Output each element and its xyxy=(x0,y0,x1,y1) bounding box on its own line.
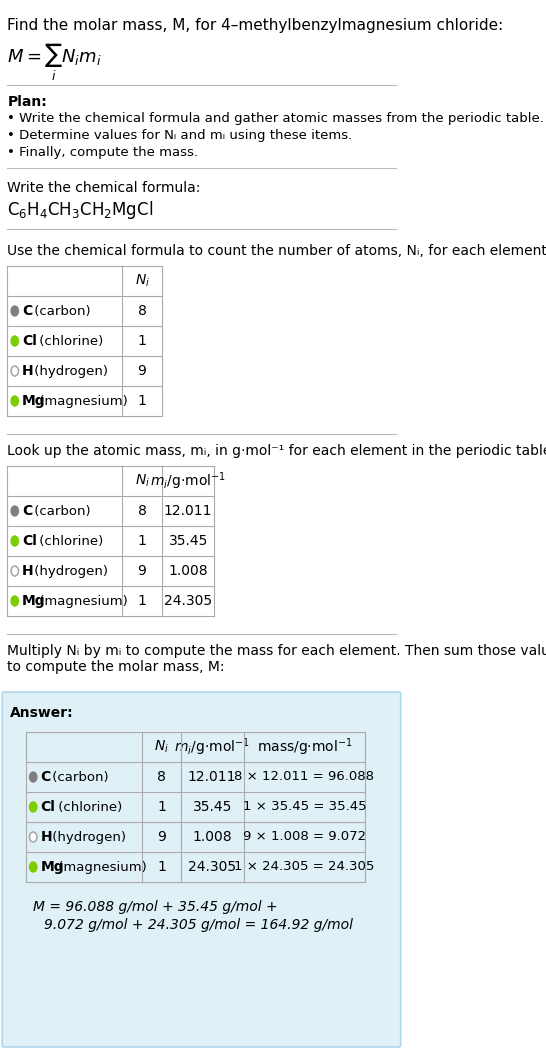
Text: (chlorine): (chlorine) xyxy=(54,800,122,814)
Text: 8: 8 xyxy=(138,304,146,318)
Circle shape xyxy=(11,366,19,376)
Text: 1: 1 xyxy=(138,334,146,348)
Text: (chlorine): (chlorine) xyxy=(35,534,104,547)
Text: (carbon): (carbon) xyxy=(29,305,90,317)
Text: Mg: Mg xyxy=(22,594,46,608)
Text: 12.011: 12.011 xyxy=(188,770,236,784)
Text: C: C xyxy=(22,304,32,318)
Text: H: H xyxy=(22,364,34,378)
Text: $m_i/\mathregular{g{\cdot}mol^{-1}}$: $m_i/\mathregular{g{\cdot}mol^{-1}}$ xyxy=(150,470,226,492)
Text: (magnesium): (magnesium) xyxy=(35,394,128,408)
Circle shape xyxy=(11,396,19,406)
Text: 9: 9 xyxy=(138,364,146,378)
Text: 9 × 1.008 = 9.072: 9 × 1.008 = 9.072 xyxy=(243,831,366,843)
Text: H: H xyxy=(40,829,52,844)
Text: • Write the chemical formula and gather atomic masses from the periodic table.: • Write the chemical formula and gather … xyxy=(8,112,544,125)
Text: 9: 9 xyxy=(138,564,146,578)
Text: $N_i$: $N_i$ xyxy=(134,473,150,489)
Text: 1.008: 1.008 xyxy=(168,564,208,578)
Text: (magnesium): (magnesium) xyxy=(54,860,147,874)
Text: (hydrogen): (hydrogen) xyxy=(48,831,126,843)
Text: C: C xyxy=(40,770,51,784)
Circle shape xyxy=(29,832,37,842)
Circle shape xyxy=(11,536,19,546)
Text: (carbon): (carbon) xyxy=(29,505,90,518)
Text: 9.072 g/mol + 24.305 g/mol = 164.92 g/mol: 9.072 g/mol + 24.305 g/mol = 164.92 g/mo… xyxy=(44,918,353,932)
Text: 1: 1 xyxy=(138,394,146,408)
Text: • Determine values for Nᵢ and mᵢ using these items.: • Determine values for Nᵢ and mᵢ using t… xyxy=(8,129,353,142)
Text: 8: 8 xyxy=(157,770,166,784)
Circle shape xyxy=(11,306,19,316)
Text: 1: 1 xyxy=(157,800,166,814)
Circle shape xyxy=(29,862,37,872)
Text: 1 × 24.305 = 24.305: 1 × 24.305 = 24.305 xyxy=(234,860,375,874)
Circle shape xyxy=(11,506,19,516)
Text: Mg: Mg xyxy=(40,860,64,874)
Text: $N_i$: $N_i$ xyxy=(134,273,150,289)
Text: • Finally, compute the mass.: • Finally, compute the mass. xyxy=(8,147,198,159)
Text: M = 96.088 g/mol + 35.45 g/mol +: M = 96.088 g/mol + 35.45 g/mol + xyxy=(33,900,278,914)
Text: Look up the atomic mass, mᵢ, in g·mol⁻¹ for each element in the periodic table:: Look up the atomic mass, mᵢ, in g·mol⁻¹ … xyxy=(8,444,546,458)
Text: $N_i$: $N_i$ xyxy=(154,739,169,756)
Circle shape xyxy=(29,802,37,812)
Text: 1: 1 xyxy=(138,594,146,608)
Text: (chlorine): (chlorine) xyxy=(35,334,104,348)
Text: Mg: Mg xyxy=(22,394,46,408)
Text: (hydrogen): (hydrogen) xyxy=(29,365,108,377)
Text: Write the chemical formula:: Write the chemical formula: xyxy=(8,181,201,195)
Text: $\mathregular{C_6H_4CH_3CH_2MgCl}$: $\mathregular{C_6H_4CH_3CH_2MgCl}$ xyxy=(8,199,153,221)
Text: 35.45: 35.45 xyxy=(169,534,208,548)
Circle shape xyxy=(11,566,19,575)
Text: Use the chemical formula to count the number of atoms, Nᵢ, for each element:: Use the chemical formula to count the nu… xyxy=(8,243,546,258)
Text: 12.011: 12.011 xyxy=(164,504,212,518)
Text: Multiply Nᵢ by mᵢ to compute the mass for each element. Then sum those values
to: Multiply Nᵢ by mᵢ to compute the mass fo… xyxy=(8,644,546,675)
Text: Answer:: Answer: xyxy=(10,706,74,720)
Text: Cl: Cl xyxy=(40,800,56,814)
Circle shape xyxy=(29,772,37,782)
Text: Cl: Cl xyxy=(22,534,37,548)
Text: 1.008: 1.008 xyxy=(192,829,232,844)
Text: $m_i/\mathregular{g{\cdot}mol^{-1}}$: $m_i/\mathregular{g{\cdot}mol^{-1}}$ xyxy=(174,736,250,758)
Text: 24.305: 24.305 xyxy=(164,594,212,608)
Text: 35.45: 35.45 xyxy=(192,800,232,814)
Text: $\mathregular{mass/g{\cdot}mol^{-1}}$: $\mathregular{mass/g{\cdot}mol^{-1}}$ xyxy=(257,736,352,758)
Text: 24.305: 24.305 xyxy=(188,860,236,874)
Text: 1: 1 xyxy=(138,534,146,548)
Text: 1 × 35.45 = 35.45: 1 × 35.45 = 35.45 xyxy=(242,800,366,814)
Text: (magnesium): (magnesium) xyxy=(35,594,128,607)
Text: 8: 8 xyxy=(138,504,146,518)
Text: 9: 9 xyxy=(157,829,166,844)
Text: 8 × 12.011 = 96.088: 8 × 12.011 = 96.088 xyxy=(234,770,375,783)
Text: C: C xyxy=(22,504,32,518)
Text: Plan:: Plan: xyxy=(8,95,47,109)
Text: Cl: Cl xyxy=(22,334,37,348)
Text: (hydrogen): (hydrogen) xyxy=(29,565,108,578)
Circle shape xyxy=(11,596,19,606)
Circle shape xyxy=(11,336,19,346)
FancyBboxPatch shape xyxy=(2,692,401,1047)
Text: Find the molar mass, M, for 4–methylbenzylmagnesium chloride:: Find the molar mass, M, for 4–methylbenz… xyxy=(8,18,503,33)
Text: $M = \sum_i N_i m_i$: $M = \sum_i N_i m_i$ xyxy=(8,42,102,83)
Text: H: H xyxy=(22,564,34,578)
Text: (carbon): (carbon) xyxy=(48,770,109,783)
Text: 1: 1 xyxy=(157,860,166,874)
